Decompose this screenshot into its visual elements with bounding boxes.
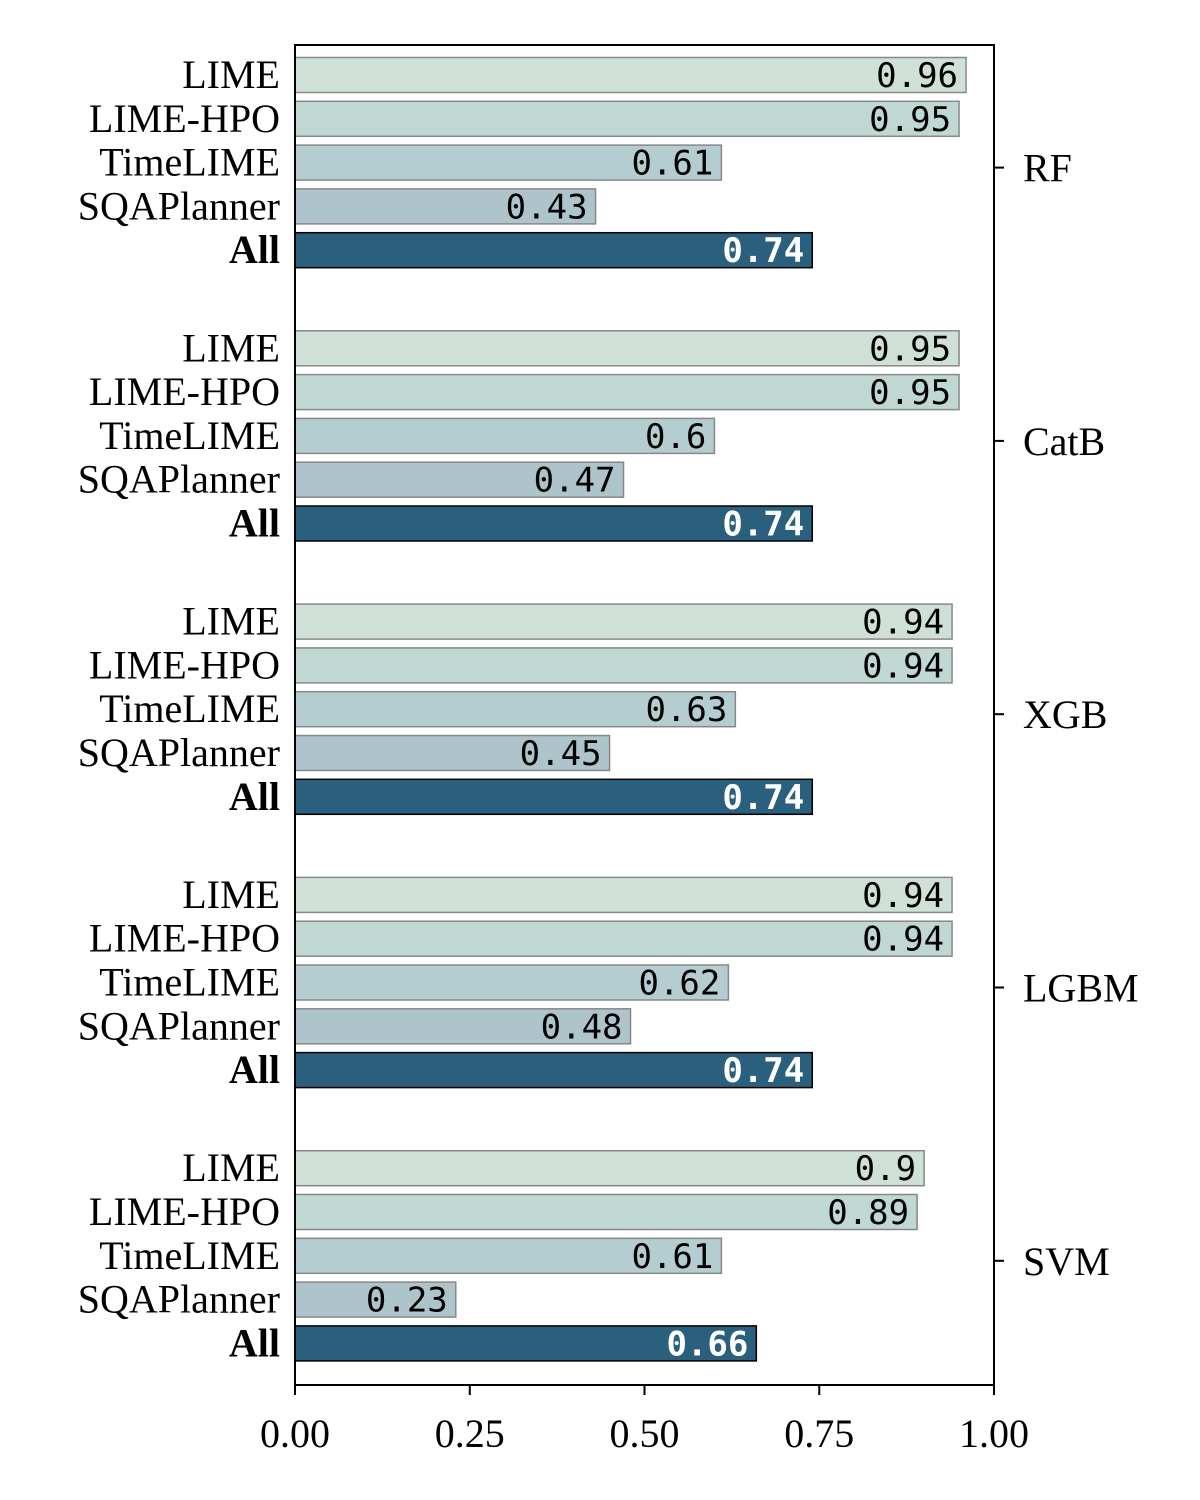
value-label: 0.47 [534,461,616,501]
value-label: 0.94 [862,646,944,686]
bar-catb-lime [294,330,960,367]
value-label: 0.43 [506,187,588,227]
bar-catb-lime-hpo [294,373,960,411]
category-label: LIME [182,325,280,370]
bar-svm-timelime [294,1237,723,1275]
value-label: 0.89 [827,1193,909,1233]
group-label: SVM [1023,1239,1110,1284]
x-tick-label: 0.00 [260,1411,330,1456]
bar-xgb-all [294,778,814,816]
value-label: 0.23 [366,1281,448,1321]
bar-rf-sqaplanner [294,188,597,225]
category-label: LIME-HPO [89,642,280,687]
value-label: 0.63 [645,690,727,730]
bar-xgb-timelime [294,690,737,728]
value-label: 0.95 [869,100,951,140]
value-label: 0.96 [876,56,958,96]
value-label: 0.94 [862,876,944,916]
x-tick-label: 1.00 [959,1411,1029,1456]
category-label: LIME-HPO [89,1189,280,1234]
category-label: LIME-HPO [89,916,280,961]
bar-rf-lime-hpo [294,100,960,138]
value-label: 0.61 [631,1237,713,1277]
value-label: 0.66 [666,1324,748,1364]
group-label: CatB [1023,419,1105,464]
bar-xgb-sqaplanner [294,734,611,772]
value-label: 0.74 [722,778,804,818]
x-tick-label: 0.75 [784,1411,854,1456]
bar-rf-all [294,231,814,269]
category-label: LIME [182,872,280,917]
category-label: LIME-HPO [89,96,280,141]
category-label: LIME [182,52,280,97]
bar-lgbm-all [294,1051,814,1089]
bar-xgb-lime [294,603,953,640]
bar-lgbm-sqaplanner [294,1008,632,1045]
category-label: TimeLIME [99,1233,280,1278]
bar-rf-lime [294,56,967,94]
category-label: All [229,1320,280,1365]
category-label: All [229,774,280,819]
value-label: 0.9 [855,1149,916,1189]
value-label: 0.62 [638,964,720,1004]
group-label: RF [1023,146,1072,191]
value-label: 0.94 [862,920,944,960]
bar-svm-all [294,1325,758,1362]
category-label: All [229,501,280,546]
labels-layer: LIME 0.96 LIME-HPO 0.95 TimeLIME 0.61 SQAPlann… [78,52,958,1365]
value-label: 0.95 [869,329,951,369]
group-label: LGBM [1023,966,1139,1011]
bar-catb-all [294,505,814,542]
value-label: 0.74 [722,505,804,545]
category-label: SQAPlanner [78,1003,280,1048]
category-label: TimeLIME [99,686,280,731]
bar-rf-timelime [294,144,723,181]
value-label: 0.6 [645,417,706,457]
category-label: All [229,1047,280,1092]
value-label: 0.61 [631,144,713,184]
category-label: SQAPlanner [78,457,280,502]
bar-lgbm-lime-hpo [294,920,953,957]
group-label: XGB [1023,692,1107,737]
category-label: SQAPlanner [78,730,280,775]
value-label: 0.48 [541,1007,623,1047]
value-label: 0.95 [869,373,951,413]
category-label: SQAPlanner [78,183,280,228]
value-label: 0.74 [722,1051,804,1091]
value-label: 0.45 [520,734,602,774]
x-tick-label: 0.25 [435,1411,505,1456]
category-label: TimeLIME [99,413,280,458]
category-label: LIME [182,599,280,644]
bar-svm-lime [294,1149,925,1187]
bar-xgb-lime-hpo [294,647,953,684]
category-label: TimeLIME [99,140,280,185]
category-label: SQAPlanner [78,1277,280,1322]
category-label: LIME [182,1145,280,1190]
category-label: LIME-HPO [89,369,280,414]
value-label: 0.94 [862,603,944,643]
x-tick-label: 0.50 [610,1411,680,1456]
bars-layer [294,56,967,1362]
category-label: All [229,227,280,272]
value-label: 0.74 [722,231,804,271]
axes-layer: RF CatB XGB LGBM SVM 0.00 0.25 0.50 0.75 1.00 [260,146,1139,1456]
category-label: TimeLIME [99,960,280,1005]
bar-lgbm-lime [294,876,953,914]
bar-svm-lime-hpo [294,1193,918,1231]
